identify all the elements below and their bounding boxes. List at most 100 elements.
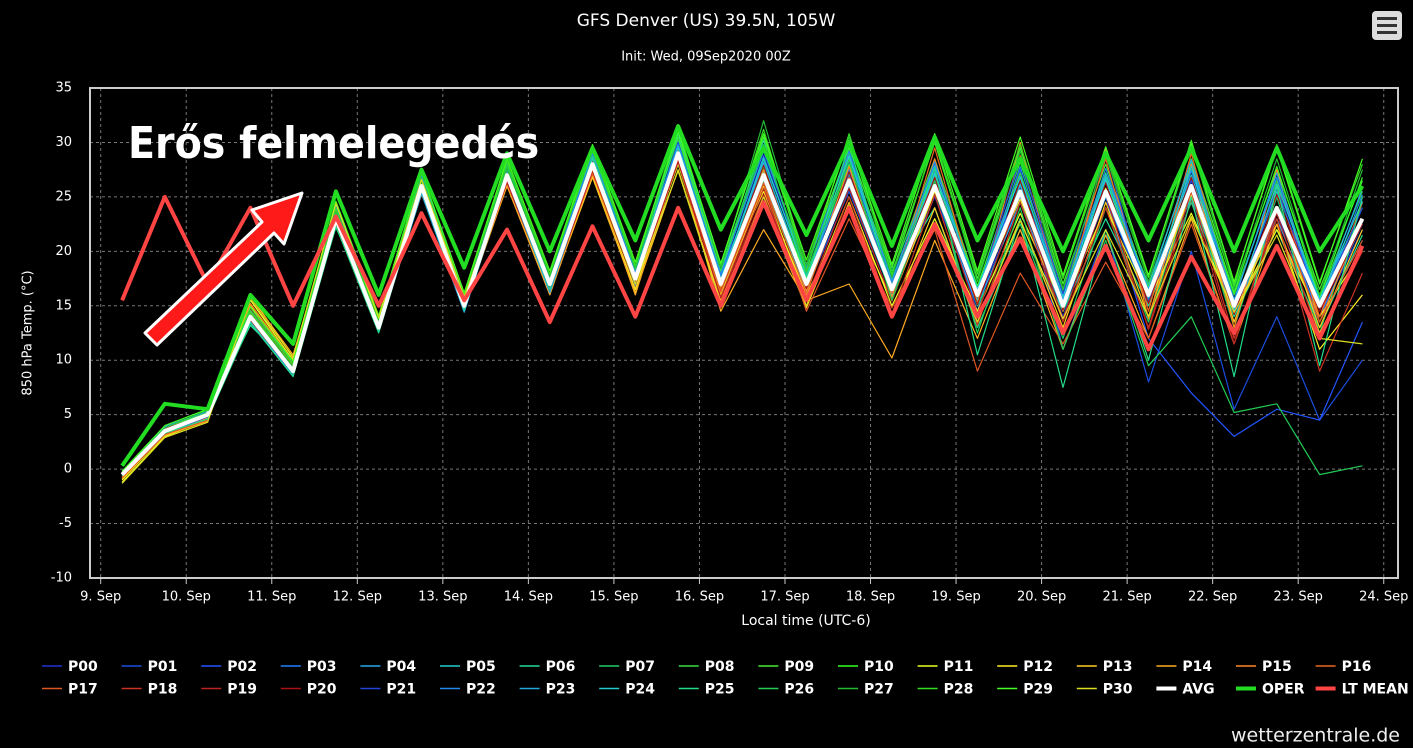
chart-subtitle: Init: Wed, 09Sep2020 00Z — [621, 50, 791, 65]
legend-item[interactable]: P09 — [758, 659, 814, 675]
y-tick-label: 30 — [55, 135, 72, 150]
x-tick-label: 23. Sep — [1274, 590, 1323, 605]
menu-bar — [1377, 24, 1397, 27]
menu-button[interactable] — [1372, 11, 1402, 40]
legend-item[interactable]: P02 — [201, 659, 257, 675]
plot-border — [89, 87, 1399, 579]
legend-item[interactable]: P17 — [42, 682, 98, 698]
legend-label: P19 — [227, 682, 257, 698]
y-tick-label: 35 — [55, 81, 72, 96]
series-line — [120, 194, 1365, 352]
legend-item[interactable]: P14 — [1156, 659, 1212, 675]
legend-label: P15 — [1262, 659, 1292, 675]
legend-item[interactable]: P23 — [519, 682, 576, 698]
legend-label: P02 — [227, 659, 257, 675]
legend-label: P09 — [784, 659, 814, 675]
legend-item[interactable]: P07 — [599, 659, 655, 675]
legend-item[interactable]: P22 — [440, 682, 496, 698]
legend-label: P27 — [864, 682, 894, 698]
legend-item[interactable]: P16 — [1315, 659, 1372, 675]
legend-item[interactable]: P27 — [838, 682, 894, 698]
x-tick-label: 9. Sep — [80, 590, 121, 605]
legend-label: P25 — [705, 682, 735, 698]
legend-label: P18 — [148, 682, 178, 698]
legend-label: OPER — [1262, 682, 1305, 698]
legend-label: P03 — [307, 659, 337, 675]
legend-item[interactable]: P13 — [1076, 659, 1133, 675]
series-line — [120, 124, 1365, 467]
legend-label: P28 — [944, 682, 974, 698]
arrow-shape — [143, 191, 304, 347]
legend-item[interactable]: P26 — [758, 682, 814, 698]
legend-item[interactable]: P25 — [678, 682, 735, 698]
legend-item[interactable]: P30 — [1076, 682, 1133, 698]
y-tick-label: 0 — [64, 462, 72, 477]
x-tick-label: 17. Sep — [760, 590, 809, 605]
legend-item[interactable]: P01 — [121, 659, 178, 675]
y-axis-label: 850 hPa Temp. (°C) — [21, 270, 36, 395]
y-tick-label: 5 — [64, 407, 72, 422]
legend-item[interactable]: AVG — [1156, 682, 1215, 698]
y-tick-label: 20 — [55, 244, 72, 259]
y-tick-label: 15 — [55, 298, 72, 313]
legend-item[interactable]: P05 — [440, 659, 496, 675]
legend-label: P20 — [307, 682, 337, 698]
legend-item[interactable]: OPER — [1236, 682, 1305, 698]
legend-item[interactable]: P00 — [42, 659, 98, 675]
x-tick-label: 14. Sep — [504, 590, 553, 605]
legend-label: P14 — [1182, 659, 1212, 675]
legend-label: P30 — [1103, 682, 1133, 698]
x-tick-label: 18. Sep — [846, 590, 895, 605]
x-tick-label: 19. Sep — [931, 590, 980, 605]
x-tick-label: 13. Sep — [418, 590, 467, 605]
legend-item[interactable]: P21 — [360, 682, 416, 698]
legend-item[interactable]: P06 — [519, 659, 576, 675]
legend-label: P12 — [1023, 659, 1053, 675]
legend-item[interactable]: P08 — [678, 659, 735, 675]
annotation: Erős felmelegedés — [128, 118, 539, 169]
watermark: wetterzentrale.de — [1231, 725, 1400, 747]
legend-item[interactable]: P24 — [599, 682, 655, 698]
x-tick-label: 12. Sep — [333, 590, 382, 605]
legend-label: P10 — [864, 659, 894, 675]
x-tick-label: 10. Sep — [162, 590, 211, 605]
legend-item[interactable]: P10 — [838, 659, 894, 675]
legend-label: P00 — [68, 659, 98, 675]
legend-item[interactable]: P11 — [917, 659, 974, 675]
x-tick-label: 21. Sep — [1102, 590, 1151, 605]
series-line — [120, 151, 1365, 476]
legend-label: P07 — [625, 659, 655, 675]
legend-item[interactable]: P19 — [201, 682, 257, 698]
legend-item[interactable]: P03 — [280, 659, 337, 675]
legend-item[interactable]: P15 — [1236, 659, 1292, 675]
x-tick-label: 20. Sep — [1017, 590, 1066, 605]
x-axis-label: Local time (UTC-6) — [741, 613, 870, 629]
arrow — [143, 191, 304, 347]
legend-item[interactable]: LT MEAN 1981-2010 — [1315, 682, 1413, 698]
menu-bar — [1377, 17, 1397, 20]
legend-item[interactable]: P18 — [121, 682, 178, 698]
legend-label: P29 — [1023, 682, 1053, 698]
legend-label: P22 — [466, 682, 496, 698]
legend-label: P24 — [625, 682, 655, 698]
legend-label: P01 — [148, 659, 178, 675]
y-tick-label: 25 — [55, 189, 72, 204]
x-tick-label: 15. Sep — [589, 590, 638, 605]
legend-label: P13 — [1103, 659, 1133, 675]
menu-bar — [1377, 31, 1397, 34]
legend-label: P11 — [944, 659, 974, 675]
legend-label: P04 — [386, 659, 416, 675]
legend-item[interactable]: P04 — [360, 659, 416, 675]
x-tick-label: 22. Sep — [1188, 590, 1237, 605]
legend-label: P21 — [386, 682, 416, 698]
legend-label: LT MEAN 1981-2010 — [1342, 682, 1413, 698]
legend-label: P05 — [466, 659, 496, 675]
legend-item[interactable]: P29 — [997, 682, 1053, 698]
legend-label: AVG — [1182, 682, 1214, 698]
legend-item[interactable]: P12 — [997, 659, 1053, 675]
legend-label: P16 — [1342, 659, 1372, 675]
legend-item[interactable]: P28 — [917, 682, 974, 698]
y-tick-label: -10 — [51, 571, 72, 586]
legend-item[interactable]: P20 — [280, 682, 337, 698]
